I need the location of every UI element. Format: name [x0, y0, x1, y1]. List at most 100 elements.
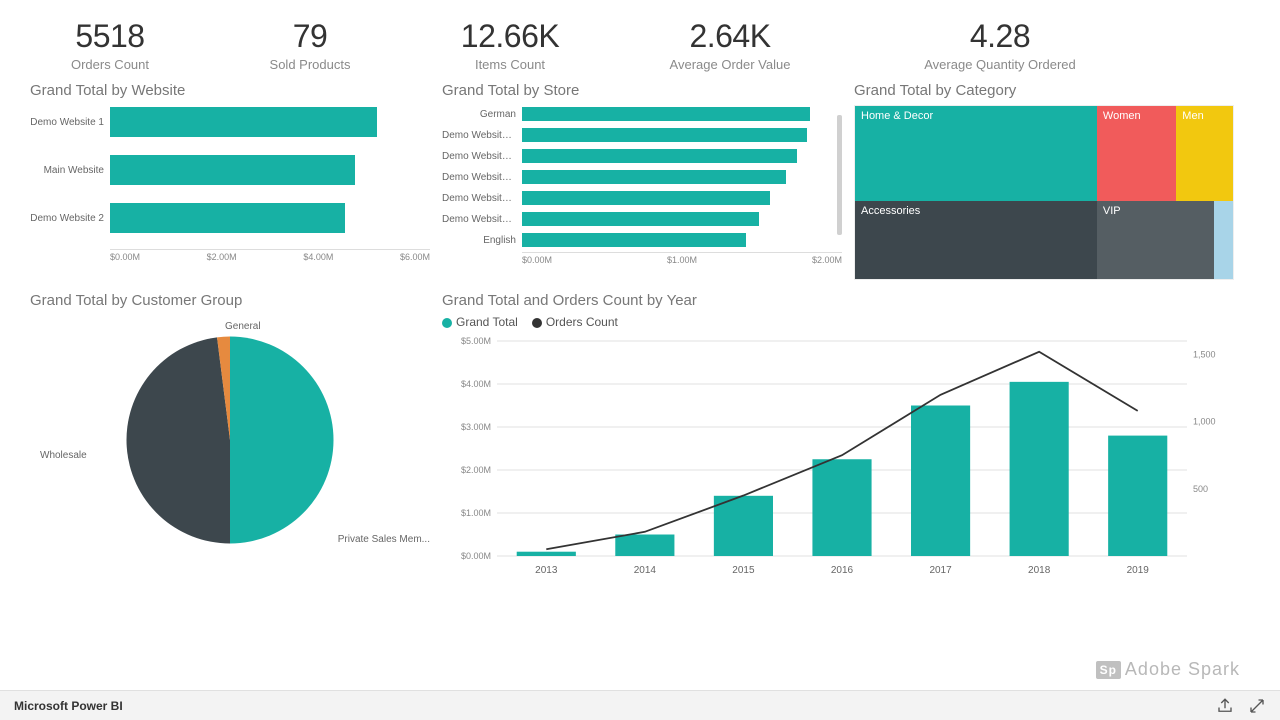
bar[interactable]	[1108, 436, 1167, 556]
axis-tick: $5.00M	[461, 336, 491, 346]
bar-row[interactable]: Main Website	[30, 153, 430, 187]
bar-fill	[522, 233, 746, 247]
kpi-value: 12.66K	[430, 18, 590, 55]
kpi-label: Average Quantity Ordered	[870, 57, 1130, 72]
axis-tick: $0.00M	[461, 551, 491, 561]
treemap-cell[interactable]: Home & Decor	[855, 106, 1097, 201]
bar-label: English	[442, 235, 522, 246]
kpi-orders-count[interactable]: 5518 Orders Count	[30, 18, 190, 72]
chart-title: Grand Total by Customer Group	[30, 292, 430, 309]
axis-tick: $3.00M	[461, 422, 491, 432]
bar-row[interactable]: Demo Website 1	[30, 105, 430, 139]
kpi-value: 4.28	[870, 18, 1130, 55]
bar-label: Demo Website 2 ...	[442, 214, 522, 225]
chart-title: Grand Total by Category	[854, 82, 1244, 99]
axis-tick: $0.00M	[110, 252, 140, 262]
bar-label: Demo Website 2 ...	[442, 193, 522, 204]
bar-fill	[110, 107, 377, 137]
bar-row[interactable]: Demo Website 1 ...	[442, 147, 842, 165]
axis-tick: 1,500	[1193, 349, 1216, 359]
watermark-text: Adobe Spark	[1125, 659, 1240, 680]
bar-row[interactable]: Demo Website 2	[30, 201, 430, 235]
pie-chart	[115, 325, 345, 555]
axis-tick: $2.00M	[207, 252, 237, 262]
footer-brand: Microsoft Power BI	[14, 699, 123, 713]
watermark-badge: Sp	[1096, 661, 1121, 679]
axis-tick: 500	[1193, 484, 1208, 494]
bar-row[interactable]: Demo Website 2 ...	[442, 210, 842, 228]
bar-label: German	[442, 109, 522, 120]
chart-grand-total-orders-by-year[interactable]: Grand Total and Orders Count by Year Gra…	[442, 292, 1250, 591]
watermark: Sp Adobe Spark	[1096, 659, 1240, 680]
bar-label: Main Website	[30, 165, 110, 176]
axis-tick: $2.00M	[461, 465, 491, 475]
kpi-label: Average Order Value	[630, 57, 830, 72]
axis-tick: $0.00M	[522, 255, 552, 265]
kpi-label: Sold Products	[230, 57, 390, 72]
bar[interactable]	[714, 496, 773, 556]
fullscreen-icon[interactable]	[1248, 697, 1266, 715]
legend-label: Grand Total	[456, 315, 518, 329]
bar-row[interactable]: English	[442, 231, 842, 249]
axis-tick: $1.00M	[667, 255, 697, 265]
pie-label-private: Private Sales Mem...	[338, 534, 430, 545]
axis-category: 2016	[831, 565, 854, 576]
bar-fill	[110, 203, 345, 233]
pie-label-general: General	[225, 321, 261, 332]
axis-tick: $4.00M	[461, 379, 491, 389]
pie-slice[interactable]	[230, 337, 334, 544]
axis-category: 2019	[1127, 565, 1150, 576]
kpi-avg-order-value[interactable]: 2.64K Average Order Value	[630, 18, 830, 72]
footer-bar: Microsoft Power BI	[0, 690, 1280, 720]
bar[interactable]	[812, 459, 871, 556]
kpi-sold-products[interactable]: 79 Sold Products	[230, 18, 390, 72]
treemap-cell[interactable]	[1214, 201, 1233, 279]
pie-slice[interactable]	[126, 337, 230, 543]
kpi-row: 5518 Orders Count 79 Sold Products 12.66…	[30, 18, 1250, 72]
kpi-value: 2.64K	[630, 18, 830, 55]
bar[interactable]	[911, 406, 970, 557]
treemap-cell[interactable]: Men	[1176, 106, 1233, 201]
bar-fill	[522, 107, 810, 121]
bar-fill	[522, 149, 797, 163]
axis-category: 2013	[535, 565, 558, 576]
pie-label-wholesale: Wholesale	[40, 450, 87, 461]
bar-fill	[522, 191, 770, 205]
axis-tick: $1.00M	[461, 508, 491, 518]
chart-title: Grand Total by Website	[30, 82, 430, 99]
axis-category: 2015	[732, 565, 755, 576]
treemap-cell[interactable]: Accessories	[855, 201, 1097, 279]
kpi-avg-qty-ordered[interactable]: 4.28 Average Quantity Ordered	[870, 18, 1130, 72]
share-icon[interactable]	[1216, 697, 1234, 715]
axis-category: 2014	[634, 565, 657, 576]
axis-category: 2017	[929, 565, 952, 576]
kpi-value: 79	[230, 18, 390, 55]
bar[interactable]	[1010, 382, 1069, 556]
kpi-items-count[interactable]: 12.66K Items Count	[430, 18, 590, 72]
bar-row[interactable]: Demo Website 1 ...	[442, 126, 842, 144]
kpi-label: Orders Count	[30, 57, 190, 72]
bar[interactable]	[615, 535, 674, 557]
bar-row[interactable]: German	[442, 105, 842, 123]
treemap-cell[interactable]: Women	[1097, 106, 1176, 201]
chart-title: Grand Total by Store	[442, 82, 842, 99]
bar-fill	[522, 170, 786, 184]
bar-label: Demo Website 1	[30, 117, 110, 128]
chart-grand-total-customer-group[interactable]: Grand Total by Customer Group General Wh…	[30, 292, 430, 591]
kpi-label: Items Count	[430, 57, 590, 72]
bar-label: Demo Website 1 ...	[442, 172, 522, 183]
bar-label: Demo Website 1 ...	[442, 130, 522, 141]
bar-row[interactable]: Demo Website 2 ...	[442, 189, 842, 207]
chart-legend: Grand Total Orders Count	[442, 315, 1250, 329]
chart-grand-total-website[interactable]: Grand Total by Website Demo Website 1 Mai…	[30, 82, 430, 280]
bar[interactable]	[517, 552, 576, 556]
bar-row[interactable]: Demo Website 1 ...	[442, 168, 842, 186]
bar-fill	[110, 155, 355, 185]
chart-grand-total-category[interactable]: Grand Total by Category Home & DecorWome…	[854, 82, 1244, 280]
chart-grand-total-store[interactable]: Grand Total by Store German Demo Website …	[442, 82, 842, 280]
chart-title: Grand Total and Orders Count by Year	[442, 292, 1250, 309]
treemap-cell[interactable]: VIP	[1097, 201, 1214, 279]
legend-label: Orders Count	[546, 315, 618, 329]
axis-tick: $2.00M	[812, 255, 842, 265]
axis-tick: $4.00M	[303, 252, 333, 262]
